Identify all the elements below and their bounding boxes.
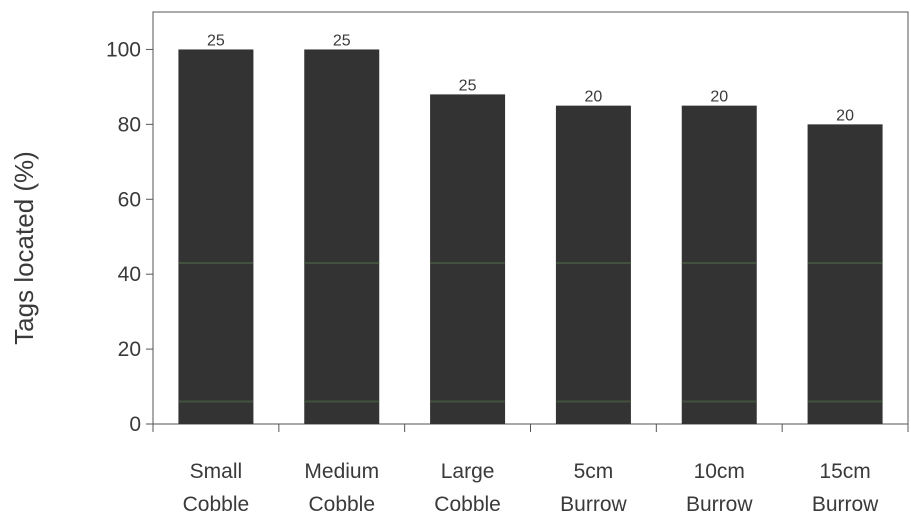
plot-border (152, 11, 909, 425)
bar (681, 105, 757, 425)
bar (555, 105, 631, 425)
bar-value-label: 20 (836, 107, 854, 124)
bar-value-label: 20 (710, 89, 728, 106)
category-label: Cobble (434, 493, 501, 516)
category-label: Medium (304, 460, 379, 483)
y-tick-label: 100 (106, 38, 141, 61)
bar-value-labels: 25 25 25 20 20 20 (207, 32, 854, 124)
y-axis-title: Tags located (%) (9, 151, 39, 345)
bar-value-label: 20 (585, 89, 603, 106)
category-label: Burrow (560, 493, 627, 516)
bar (807, 124, 883, 424)
bar-value-label: 25 (207, 32, 225, 49)
plot-frame (152, 11, 909, 425)
bar (178, 49, 254, 425)
bar-value-label: 25 (459, 77, 477, 94)
y-tick-label: 60 (118, 188, 141, 211)
y-tick-label: 80 (118, 113, 141, 136)
y-tick-label: 40 (118, 263, 141, 286)
y-tick-label: 0 (129, 413, 141, 436)
bars (178, 49, 883, 425)
y-tick-label: 20 (118, 338, 141, 361)
category-label: 10cm (694, 460, 745, 483)
x-axis (152, 424, 909, 432)
category-labels: Small Cobble Medium Cobble Large Cobble 5cm Bur… (183, 460, 880, 516)
bar (430, 94, 506, 425)
category-label: 5cm (574, 460, 614, 483)
category-label: Cobble (183, 493, 250, 516)
category-label: Large (441, 460, 495, 483)
category-label: Burrow (686, 493, 753, 516)
bar-value-label: 25 (333, 32, 351, 49)
category-label: Burrow (812, 493, 879, 516)
category-label: Small (190, 460, 243, 483)
category-label: Cobble (308, 493, 375, 516)
bar (304, 49, 380, 425)
y-axis: 0 20 40 60 80 100 (106, 38, 153, 436)
category-label: 15cm (819, 460, 870, 483)
